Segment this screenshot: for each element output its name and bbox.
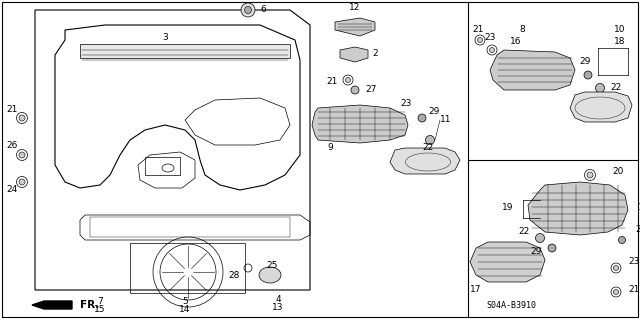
- Text: 25: 25: [266, 261, 278, 270]
- Text: 14: 14: [179, 306, 191, 315]
- Text: 23: 23: [628, 257, 639, 266]
- Circle shape: [346, 78, 351, 83]
- Text: 18: 18: [614, 38, 626, 47]
- Text: 9: 9: [327, 144, 333, 152]
- Text: 26: 26: [6, 140, 18, 150]
- Text: S04A-B3910: S04A-B3910: [486, 300, 536, 309]
- Circle shape: [587, 172, 593, 178]
- Text: 29: 29: [531, 248, 542, 256]
- Text: 22: 22: [519, 227, 530, 236]
- Circle shape: [536, 234, 545, 242]
- Polygon shape: [340, 47, 368, 62]
- Bar: [80, 44, 290, 58]
- Ellipse shape: [259, 267, 281, 283]
- Text: 16: 16: [510, 38, 522, 47]
- Text: 15: 15: [94, 306, 106, 315]
- Circle shape: [618, 236, 625, 243]
- Text: 22: 22: [610, 84, 621, 93]
- Circle shape: [584, 71, 592, 79]
- Polygon shape: [312, 105, 408, 143]
- Text: 20: 20: [612, 167, 623, 176]
- Text: 29: 29: [579, 57, 591, 66]
- Circle shape: [490, 48, 495, 53]
- Text: 11: 11: [440, 115, 451, 124]
- Text: 5: 5: [182, 298, 188, 307]
- Bar: [90, 217, 290, 237]
- Circle shape: [614, 290, 618, 294]
- Text: 4: 4: [275, 295, 281, 305]
- Text: 13: 13: [272, 303, 284, 313]
- Text: 28: 28: [228, 271, 240, 280]
- Circle shape: [426, 136, 435, 145]
- Text: 21: 21: [326, 78, 338, 86]
- Bar: [130, 243, 245, 293]
- Polygon shape: [390, 148, 460, 174]
- Circle shape: [614, 265, 618, 271]
- Text: 24: 24: [6, 186, 18, 195]
- Text: 10: 10: [614, 26, 626, 34]
- Circle shape: [244, 6, 252, 13]
- Text: 23: 23: [484, 33, 496, 42]
- Text: 27: 27: [365, 85, 376, 94]
- Text: 1: 1: [638, 204, 640, 212]
- Text: 29: 29: [428, 108, 440, 116]
- Text: 6: 6: [260, 4, 266, 13]
- Text: 21: 21: [472, 26, 484, 34]
- Circle shape: [548, 244, 556, 252]
- Polygon shape: [335, 18, 375, 36]
- Text: 19: 19: [502, 204, 513, 212]
- Text: 12: 12: [349, 4, 361, 12]
- Text: 8: 8: [519, 26, 525, 34]
- Polygon shape: [528, 182, 628, 235]
- Text: 2: 2: [372, 49, 378, 58]
- Text: 27: 27: [635, 226, 640, 234]
- Circle shape: [19, 179, 25, 185]
- Bar: [145, 157, 180, 175]
- Circle shape: [19, 152, 25, 158]
- Circle shape: [351, 86, 359, 94]
- Text: 21: 21: [6, 106, 18, 115]
- Text: 21: 21: [628, 286, 639, 294]
- Polygon shape: [470, 242, 545, 282]
- Polygon shape: [490, 50, 575, 90]
- Polygon shape: [570, 92, 632, 122]
- Text: 3: 3: [162, 33, 168, 42]
- Circle shape: [477, 38, 483, 42]
- Text: 22: 22: [422, 144, 434, 152]
- Text: 23: 23: [400, 99, 412, 108]
- Circle shape: [595, 84, 605, 93]
- Circle shape: [418, 114, 426, 122]
- Text: 7: 7: [97, 298, 103, 307]
- FancyArrow shape: [32, 301, 72, 309]
- Text: FR.: FR.: [80, 300, 99, 310]
- Text: 17: 17: [470, 286, 482, 294]
- Circle shape: [19, 115, 25, 121]
- Circle shape: [241, 3, 255, 17]
